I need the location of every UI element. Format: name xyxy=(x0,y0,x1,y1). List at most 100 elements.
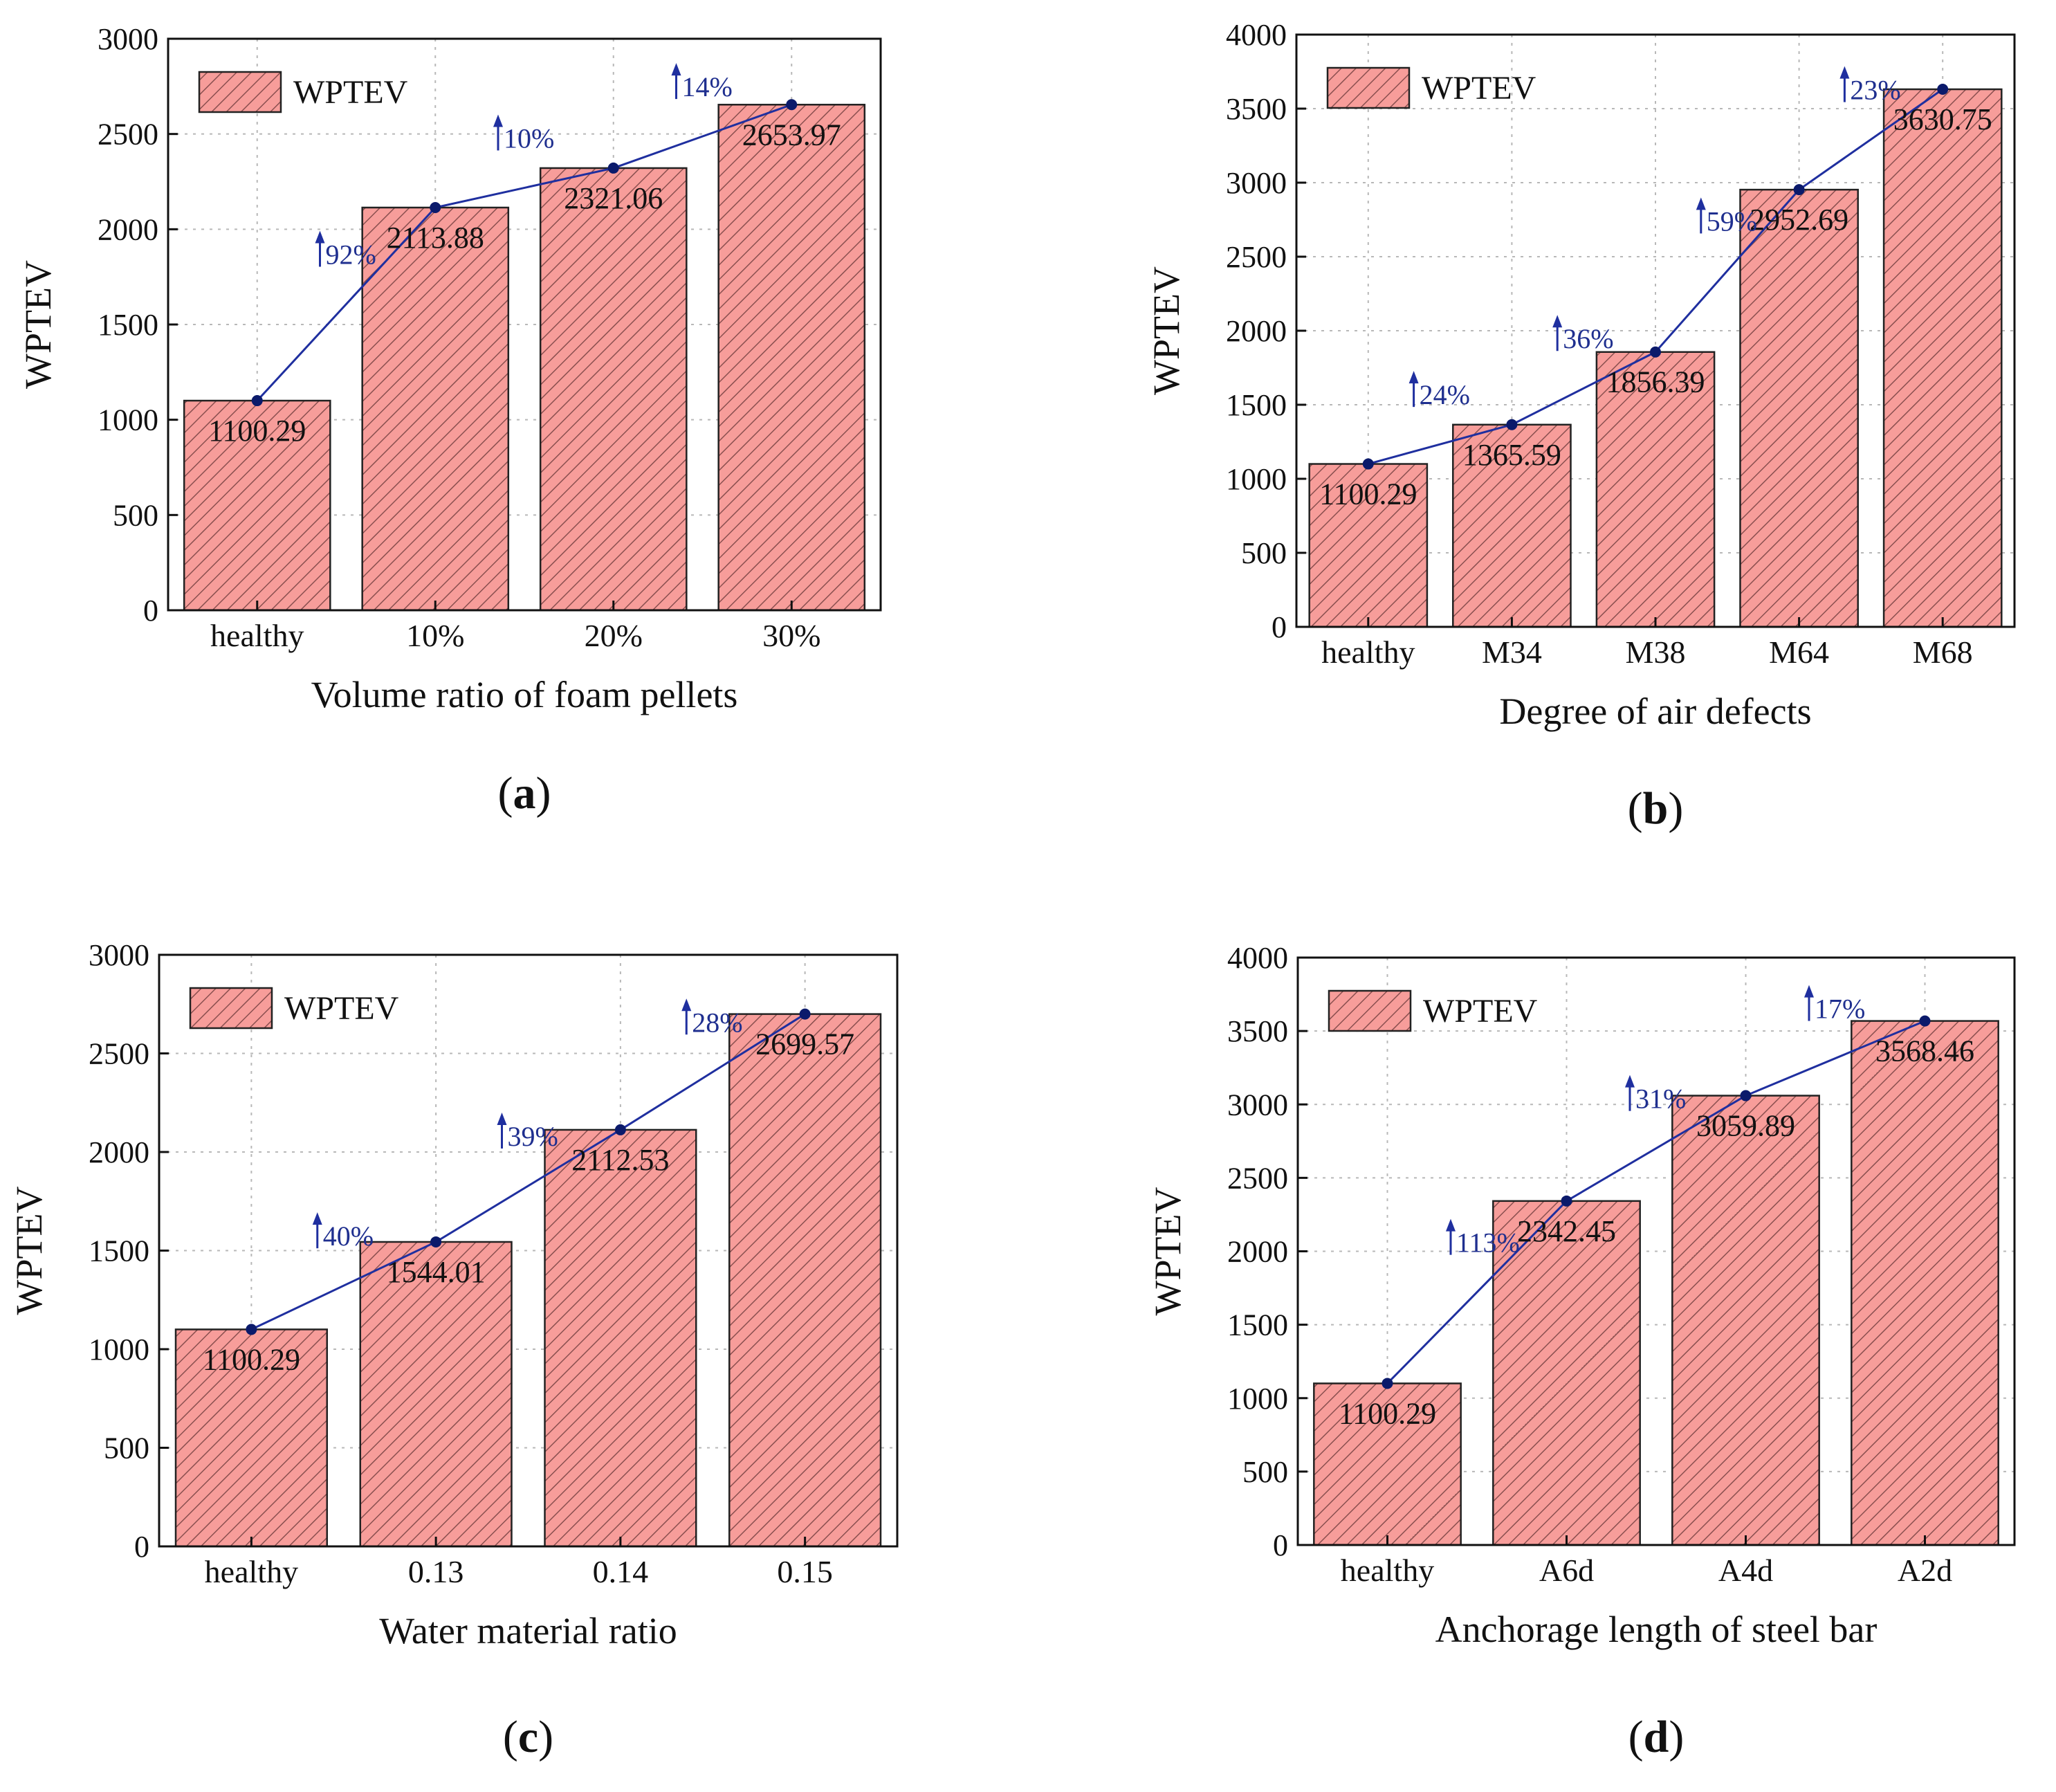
y-tick-label: 500 xyxy=(104,1432,149,1465)
increase-annotation: 59% xyxy=(1696,197,1757,237)
x-tick-label: M34 xyxy=(1482,634,1542,670)
bar-0.15 xyxy=(728,1013,882,1548)
x-tick-label: M68 xyxy=(1913,634,1973,670)
trend-marker xyxy=(246,1324,257,1335)
increase-label: 39% xyxy=(508,1121,558,1152)
legend-swatch xyxy=(1326,66,1411,109)
x-tick-label: 10% xyxy=(406,618,464,653)
y-tick-label: 3000 xyxy=(98,22,158,56)
trend-marker xyxy=(799,1008,811,1020)
increase-label: 28% xyxy=(692,1007,742,1038)
trend-marker xyxy=(1506,419,1518,430)
y-tick-label: 1500 xyxy=(1226,388,1287,422)
trend-marker xyxy=(1937,84,1949,95)
legend-swatch xyxy=(189,987,273,1030)
bar-M64 xyxy=(1739,188,1859,628)
bar-value-label: 2112.53 xyxy=(571,1143,669,1177)
legend: WPTEV xyxy=(189,987,399,1030)
y-tick-label: 4000 xyxy=(1226,18,1287,52)
increase-label: 14% xyxy=(682,71,733,102)
y-tick-label: 2500 xyxy=(1226,240,1287,274)
increase-annotation: 40% xyxy=(312,1212,374,1252)
trend-marker xyxy=(251,395,263,407)
increase-annotation: 14% xyxy=(671,63,733,102)
legend: WPTEV xyxy=(1326,66,1536,109)
x-tick-label: 0.15 xyxy=(777,1554,833,1589)
x-tick-label: A6d xyxy=(1539,1553,1594,1588)
bar-0.14 xyxy=(544,1128,697,1548)
x-axis-title: Anchorage length of steel bar xyxy=(1435,1609,1878,1650)
legend-label: WPTEV xyxy=(1422,70,1536,107)
x-tick-label: M38 xyxy=(1626,634,1686,670)
trend-marker xyxy=(607,162,619,174)
chart-panel-a: 0 500 1000 1500 2000 2500 3000 healthy 10% 20% 30%… xyxy=(17,22,882,819)
bar-value-label: 2321.06 xyxy=(564,181,663,215)
x-tick-label: 30% xyxy=(762,618,820,653)
up-arrow-head-icon xyxy=(1839,66,1850,79)
legend-label: WPTEV xyxy=(284,990,399,1027)
y-tick-label: 2500 xyxy=(98,118,158,152)
increase-annotation: 36% xyxy=(1552,315,1614,354)
up-arrow-head-icon xyxy=(312,1212,322,1225)
bar-M68 xyxy=(1882,88,2003,628)
legend: WPTEV xyxy=(1328,989,1538,1032)
y-tick-label: 1500 xyxy=(98,308,158,342)
bar-value-label: 1100.29 xyxy=(1319,477,1417,511)
bar-A2d xyxy=(1851,1020,1999,1546)
trend-marker xyxy=(1740,1090,1752,1101)
increase-label: 17% xyxy=(1815,994,1865,1025)
trend-marker xyxy=(430,1236,442,1247)
up-arrow-head-icon xyxy=(493,114,503,127)
y-tick-label: 3000 xyxy=(1226,166,1287,200)
y-tick-label: 3000 xyxy=(89,938,149,972)
panel-label: (c) xyxy=(503,1712,553,1762)
up-arrow-head-icon xyxy=(1804,985,1814,998)
bar-value-label: 2342.45 xyxy=(1517,1214,1616,1248)
y-tick-label: 0 xyxy=(1272,610,1287,644)
up-arrow-head-icon xyxy=(497,1112,507,1125)
trend-marker xyxy=(1793,184,1805,196)
increase-annotation: 10% xyxy=(493,114,554,154)
y-tick-label: 1000 xyxy=(1227,1382,1288,1416)
y-tick-label: 1000 xyxy=(89,1333,149,1366)
trend-marker xyxy=(430,201,441,213)
bar-A6d xyxy=(1492,1200,1641,1546)
trend-marker xyxy=(614,1124,626,1135)
trend-line xyxy=(250,1013,806,1331)
x-axis-title: Water material ratio xyxy=(379,1610,677,1652)
x-tick-label: 0.13 xyxy=(408,1554,464,1589)
x-axis-title: Volume ratio of foam pellets xyxy=(311,674,738,715)
bar-healthy xyxy=(183,399,331,612)
y-axis-title: WPTEV xyxy=(8,1187,50,1315)
bar-value-label: 3568.46 xyxy=(1875,1034,1974,1068)
bar-value-label: 2699.57 xyxy=(755,1027,854,1061)
y-tick-label: 0 xyxy=(1273,1528,1288,1562)
increase-label: 31% xyxy=(1635,1084,1686,1115)
increase-annotation: 24% xyxy=(1408,371,1470,410)
y-tick-label: 2000 xyxy=(89,1135,149,1169)
bar-30% xyxy=(717,104,866,612)
y-tick-label: 2000 xyxy=(1226,314,1287,348)
x-tick-label: 0.14 xyxy=(593,1554,649,1589)
x-axis-title: Degree of air defects xyxy=(1499,691,1811,732)
y-tick-label: 0 xyxy=(134,1530,149,1564)
bar-A4d xyxy=(1671,1095,1820,1546)
y-axis-title: WPTEV xyxy=(1146,266,1187,395)
increase-label: 36% xyxy=(1563,323,1613,354)
x-tick-label: 20% xyxy=(585,618,643,653)
increase-label: 24% xyxy=(1420,379,1470,410)
legend-label: WPTEV xyxy=(1423,993,1538,1030)
trend-marker xyxy=(786,99,798,111)
y-tick-label: 3500 xyxy=(1227,1014,1288,1048)
increase-annotation: 28% xyxy=(681,998,743,1038)
bar-value-label: 1100.29 xyxy=(208,414,306,448)
increase-label: 23% xyxy=(1850,75,1900,106)
increase-annotation: 31% xyxy=(1625,1075,1686,1115)
increase-annotation: 92% xyxy=(315,230,376,271)
y-tick-label: 1500 xyxy=(89,1234,149,1268)
panel-label: (a) xyxy=(498,768,551,819)
chart-panel-c: 0 500 1000 1500 2000 2500 3000 healthy 0.13 0.14 0… xyxy=(8,938,899,1762)
bar-value-label: 2952.69 xyxy=(1750,203,1848,237)
